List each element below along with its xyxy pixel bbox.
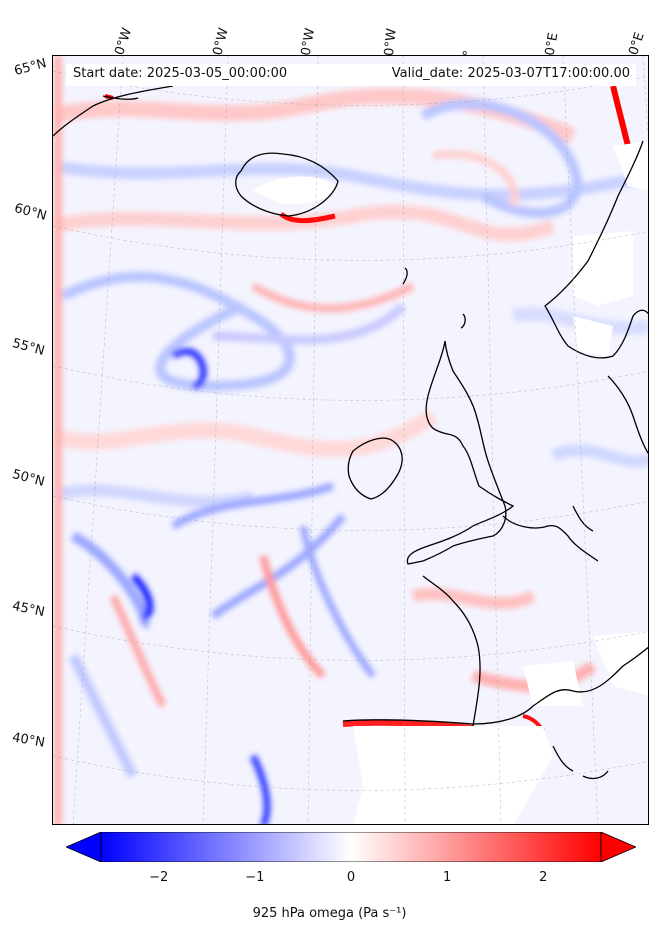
colorbar bbox=[66, 832, 636, 862]
colorbar-tick-label: 1 bbox=[443, 870, 452, 885]
colorbar-tick-label: 2 bbox=[539, 870, 548, 885]
valid-date-text: Valid_date: 2025-03-07T17:00:00.00 bbox=[391, 66, 630, 81]
date-info-strip bbox=[66, 64, 636, 86]
map-panel[interactable] bbox=[52, 55, 649, 825]
colorbar-extend-left bbox=[66, 832, 102, 862]
colorbar-gradient bbox=[100, 832, 602, 862]
lat-label-55n: 55°N bbox=[10, 336, 47, 359]
omega-field-map bbox=[53, 56, 648, 824]
lat-label-45n: 45°N bbox=[10, 598, 46, 621]
start-date-text: Start date: 2025-03-05_00:00:00 bbox=[73, 66, 288, 81]
colorbar-tick-label: −1 bbox=[245, 870, 265, 885]
colorbar-label: 925 hPa omega (Pa s⁻¹) bbox=[252, 906, 407, 921]
colorbar-tick-label: −2 bbox=[149, 870, 169, 885]
lat-label-40n: 40°N bbox=[10, 730, 46, 751]
lat-label-50n: 50°N bbox=[10, 467, 47, 490]
colorbar-tick-label: 0 bbox=[346, 870, 356, 885]
lat-label-60n: 60°N bbox=[12, 201, 49, 224]
colorbar-extend-right bbox=[600, 832, 636, 862]
lat-label-65n: 65°N bbox=[12, 56, 49, 79]
